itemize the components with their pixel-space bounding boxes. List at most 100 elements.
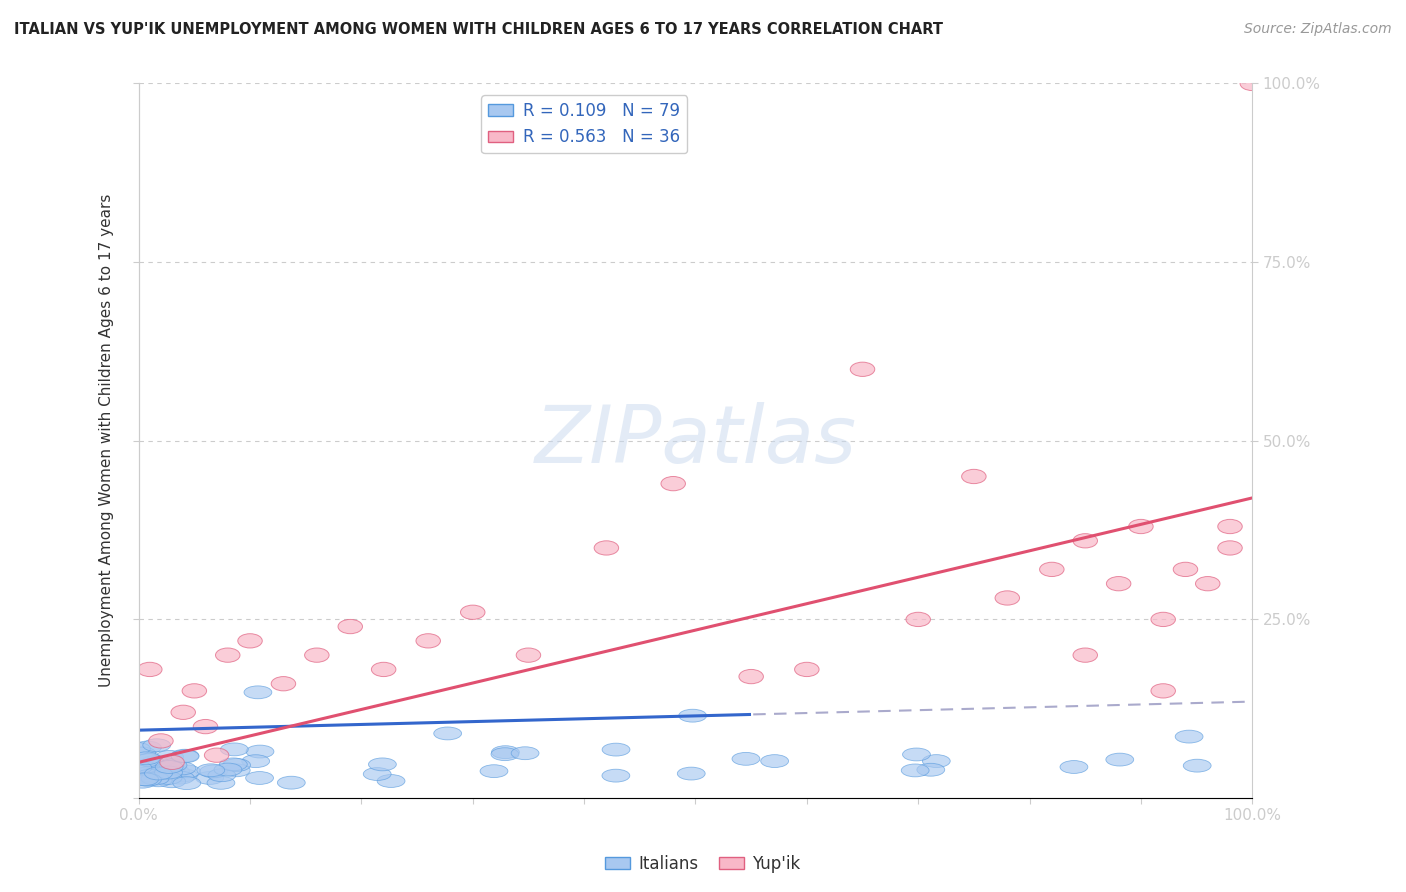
Text: ZIPatlas: ZIPatlas [534, 401, 856, 480]
Ellipse shape [271, 676, 295, 691]
Ellipse shape [157, 764, 184, 778]
Ellipse shape [903, 748, 931, 761]
Ellipse shape [145, 767, 173, 780]
Ellipse shape [917, 764, 945, 776]
Ellipse shape [149, 770, 177, 782]
Legend: R = 0.109   N = 79, R = 0.563   N = 36: R = 0.109 N = 79, R = 0.563 N = 36 [481, 95, 688, 153]
Ellipse shape [516, 648, 541, 662]
Ellipse shape [1240, 77, 1264, 91]
Ellipse shape [602, 769, 630, 782]
Ellipse shape [238, 633, 263, 648]
Ellipse shape [242, 755, 270, 768]
Ellipse shape [159, 759, 187, 772]
Ellipse shape [128, 747, 156, 760]
Ellipse shape [214, 764, 242, 776]
Ellipse shape [222, 764, 250, 777]
Ellipse shape [173, 765, 201, 778]
Ellipse shape [491, 747, 519, 761]
Ellipse shape [122, 742, 150, 756]
Ellipse shape [157, 775, 186, 788]
Ellipse shape [962, 469, 986, 483]
Ellipse shape [124, 761, 152, 774]
Ellipse shape [740, 669, 763, 684]
Ellipse shape [193, 720, 218, 734]
Text: Source: ZipAtlas.com: Source: ZipAtlas.com [1244, 22, 1392, 37]
Ellipse shape [1218, 541, 1243, 555]
Ellipse shape [1173, 562, 1198, 576]
Ellipse shape [128, 765, 155, 779]
Ellipse shape [661, 476, 686, 491]
Ellipse shape [679, 709, 707, 723]
Ellipse shape [305, 648, 329, 662]
Ellipse shape [246, 745, 274, 758]
Ellipse shape [134, 773, 162, 786]
Ellipse shape [245, 686, 271, 698]
Ellipse shape [1129, 519, 1153, 533]
Ellipse shape [155, 766, 183, 779]
Ellipse shape [162, 764, 190, 778]
Ellipse shape [1073, 648, 1098, 662]
Ellipse shape [204, 748, 229, 763]
Ellipse shape [794, 662, 820, 676]
Ellipse shape [512, 747, 538, 760]
Ellipse shape [141, 772, 169, 785]
Ellipse shape [138, 662, 162, 676]
Ellipse shape [197, 764, 225, 777]
Ellipse shape [128, 770, 156, 783]
Ellipse shape [156, 750, 184, 764]
Ellipse shape [167, 762, 195, 775]
Ellipse shape [1039, 562, 1064, 576]
Ellipse shape [219, 758, 247, 771]
Text: ITALIAN VS YUP'IK UNEMPLOYMENT AMONG WOMEN WITH CHILDREN AGES 6 TO 17 YEARS CORR: ITALIAN VS YUP'IK UNEMPLOYMENT AMONG WOM… [14, 22, 943, 37]
Ellipse shape [160, 756, 184, 770]
Ellipse shape [128, 775, 156, 789]
Ellipse shape [901, 764, 929, 777]
Ellipse shape [1152, 684, 1175, 698]
Ellipse shape [905, 612, 931, 626]
Ellipse shape [148, 757, 176, 770]
Ellipse shape [995, 591, 1019, 605]
Ellipse shape [145, 774, 172, 787]
Ellipse shape [922, 755, 950, 767]
Ellipse shape [125, 767, 153, 780]
Ellipse shape [172, 706, 195, 720]
Ellipse shape [1218, 519, 1243, 533]
Ellipse shape [1175, 731, 1204, 743]
Ellipse shape [416, 633, 440, 648]
Ellipse shape [150, 765, 179, 779]
Ellipse shape [595, 541, 619, 555]
Ellipse shape [371, 662, 396, 676]
Ellipse shape [221, 743, 249, 756]
Ellipse shape [132, 752, 160, 764]
Ellipse shape [131, 772, 159, 786]
Ellipse shape [761, 755, 789, 767]
Ellipse shape [170, 769, 198, 781]
Ellipse shape [183, 684, 207, 698]
Ellipse shape [277, 776, 305, 789]
Ellipse shape [1184, 759, 1211, 772]
Ellipse shape [207, 776, 235, 789]
Ellipse shape [363, 768, 391, 780]
Ellipse shape [136, 770, 163, 782]
Ellipse shape [433, 727, 461, 739]
Ellipse shape [1107, 576, 1130, 591]
Ellipse shape [492, 746, 519, 758]
Ellipse shape [1107, 753, 1133, 766]
Ellipse shape [337, 619, 363, 633]
Ellipse shape [195, 772, 224, 784]
Ellipse shape [215, 648, 240, 662]
Ellipse shape [246, 772, 274, 784]
Ellipse shape [1060, 761, 1088, 773]
Ellipse shape [377, 774, 405, 788]
Ellipse shape [143, 767, 170, 780]
Ellipse shape [200, 765, 228, 778]
Ellipse shape [1073, 533, 1098, 548]
Ellipse shape [134, 741, 162, 754]
Ellipse shape [222, 758, 250, 772]
Ellipse shape [851, 362, 875, 376]
Ellipse shape [136, 770, 165, 782]
Ellipse shape [155, 772, 183, 784]
Ellipse shape [172, 749, 198, 762]
Ellipse shape [461, 605, 485, 619]
Ellipse shape [129, 761, 157, 773]
